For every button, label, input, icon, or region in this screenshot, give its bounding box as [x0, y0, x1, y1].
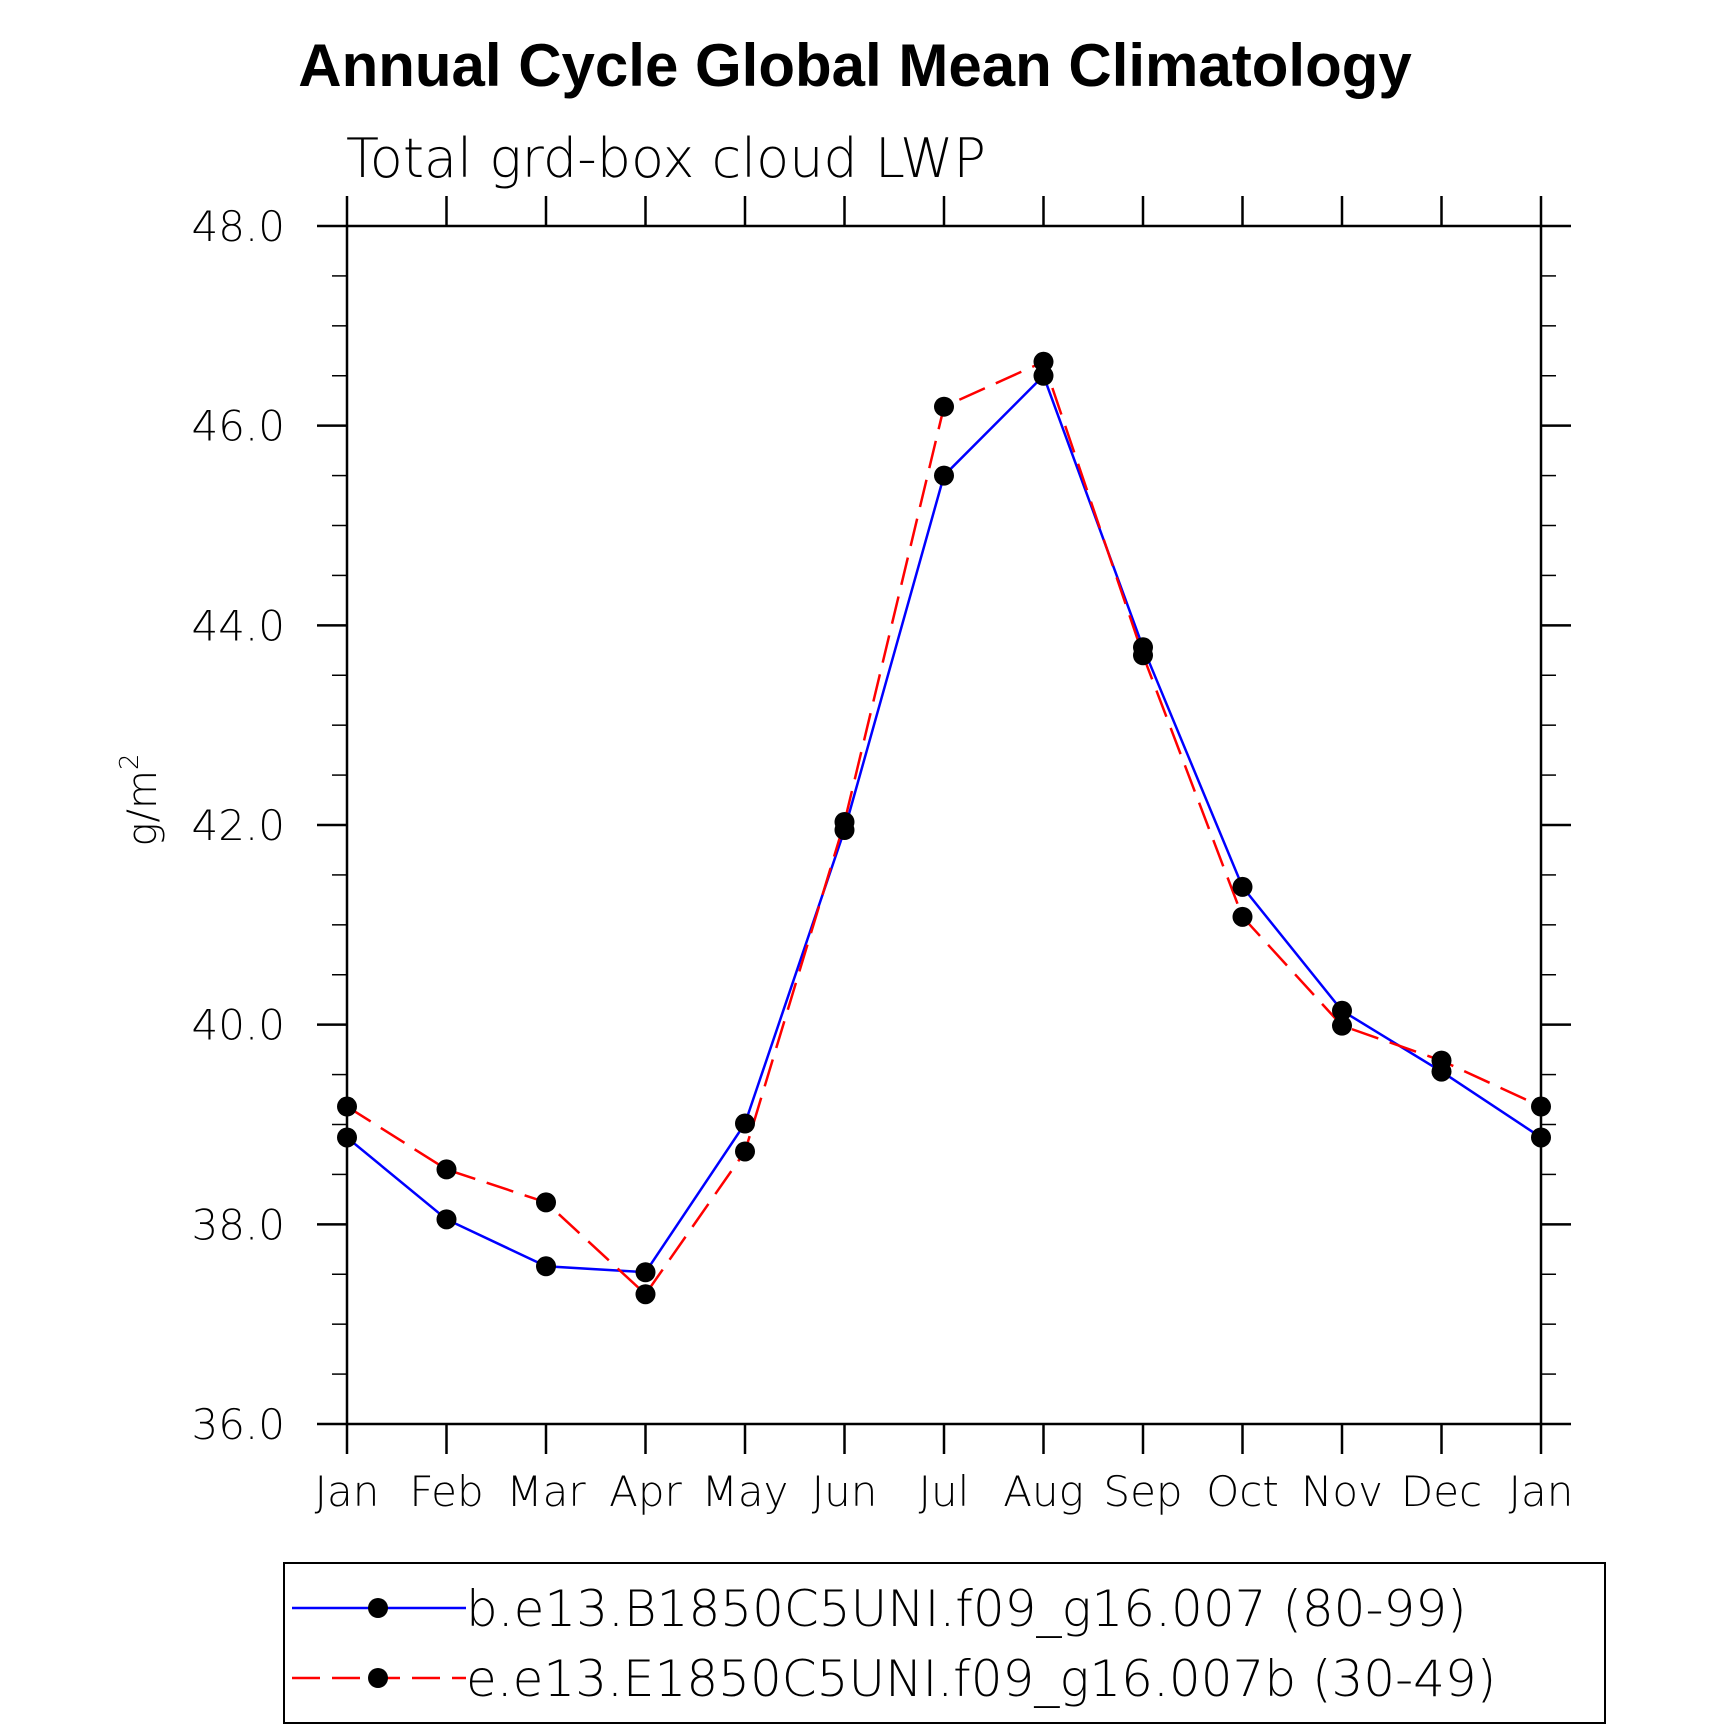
y-tick-label: 48.0 [191, 202, 285, 251]
x-tick-label: Oct [1206, 1467, 1279, 1516]
chart-subtitle: Total grd-box cloud LWP [346, 127, 986, 190]
y-axis-label-text: g/m [120, 770, 166, 846]
series-2-point [436, 1159, 457, 1180]
x-tick-label: Jan [315, 1467, 380, 1516]
series-1-point [436, 1209, 457, 1230]
legend-marker-1 [368, 1598, 388, 1618]
svg-text:g/m2: g/m2 [115, 754, 166, 847]
series-2-point [1531, 1096, 1551, 1117]
series-1-point [1033, 365, 1054, 386]
series-2-point [934, 396, 954, 417]
series-1-point [1531, 1127, 1551, 1148]
y-tick-label: 40.0 [191, 1001, 285, 1050]
y-axis-label-superscript: 2 [115, 754, 145, 771]
plot-axes: 36.0 38.0 40.0 42.0 44.0 46.0 48.0 Jan Feb Mar Apr… [191, 196, 1573, 1516]
series-2-point [834, 812, 855, 833]
x-tick-label: Nov [1301, 1467, 1383, 1516]
series-layer [337, 351, 1551, 1305]
legend-label-2: e.e13.E1850C5UNI.f09_g16.007b (30-49) [466, 1650, 1496, 1708]
series-1-point [536, 1256, 556, 1277]
series-line-2 [346, 360, 1542, 1297]
series-2-point [337, 1096, 357, 1117]
y-tick-label: 44.0 [191, 601, 285, 650]
legend-label-1: b.e13.B1850C5UNI.f09_g16.007 (80-99) [466, 1580, 1467, 1638]
series-2-point [1033, 351, 1054, 372]
y-tick-label: 46.0 [191, 402, 285, 451]
x-tick-label: Aug [1003, 1467, 1084, 1516]
series-2-point [735, 1141, 755, 1162]
x-tick-label: Feb [409, 1467, 483, 1516]
x-tick-label: Mar [506, 1467, 586, 1516]
y-tick-label: 42.0 [191, 801, 285, 850]
series-2-point [536, 1192, 556, 1213]
chart-title: Annual Cycle Global Mean Climatology [298, 32, 1412, 99]
series-1-point [934, 465, 954, 486]
legend-marker-2 [368, 1668, 388, 1688]
y-tick-label: 38.0 [191, 1200, 285, 1249]
series-2-point [1431, 1050, 1452, 1071]
series-1-point [1232, 876, 1253, 897]
series-1-point [1332, 1000, 1352, 1021]
series-1-point [635, 1262, 656, 1283]
series-1-point [337, 1127, 357, 1148]
x-tick-label: Sep [1103, 1467, 1182, 1516]
x-tick-label: Apr [609, 1467, 682, 1516]
series-2-point [1332, 1015, 1352, 1036]
x-tick-label: Jun [812, 1467, 878, 1516]
legend: b.e13.B1850C5UNI.f09_g16.007 (80-99) e.e1… [283, 1562, 1606, 1724]
series-1-point [735, 1113, 755, 1134]
series-2-point [1133, 645, 1153, 666]
x-tick-label: Jan [1509, 1467, 1574, 1516]
y-axis-label: g/m2 [115, 754, 166, 847]
series-2-point [635, 1284, 656, 1305]
x-tick-label: May [702, 1467, 789, 1516]
series-2-point [1232, 906, 1253, 927]
series-line-1 [346, 373, 1542, 1274]
legend-box [283, 1562, 1606, 1724]
x-tick-label: Dec [1401, 1467, 1482, 1516]
y-tick-label: 36.0 [191, 1400, 285, 1449]
x-tick-label: Jul [919, 1467, 970, 1516]
